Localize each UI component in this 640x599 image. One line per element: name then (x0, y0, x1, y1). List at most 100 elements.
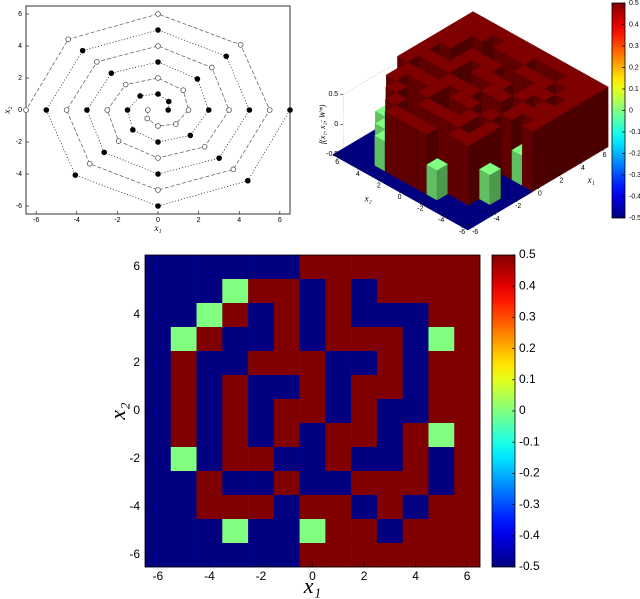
heatmap-cell (351, 519, 378, 544)
heatmap-cell (454, 471, 481, 496)
heatmap-cell (196, 471, 223, 496)
heatmap-cell (376, 303, 403, 328)
x-tick-label: 0 (309, 569, 316, 583)
data-point (226, 107, 232, 113)
surface-side (416, 128, 427, 195)
heatmap-cell (454, 375, 481, 400)
y-tick-label: 0 (18, 107, 22, 114)
heatmap-cell (145, 351, 172, 376)
heatmap-cell (299, 279, 326, 304)
heatmap-cell (170, 399, 197, 424)
data-point (155, 123, 161, 129)
surface-side (468, 139, 480, 206)
surface-top (439, 36, 462, 49)
heatmap-cell (170, 279, 197, 304)
heatmap-cell (454, 351, 481, 376)
heatmap-cell (170, 351, 197, 376)
colorbar-tick-label: -0.1 (629, 129, 640, 136)
heatmap-cell (376, 519, 403, 544)
heatmap-cell (145, 423, 172, 448)
heatmap-cell (454, 303, 481, 328)
surface-side (554, 112, 566, 180)
data-point (94, 59, 100, 65)
surface-top (397, 49, 419, 63)
surface-top (426, 158, 449, 171)
data-point (23, 107, 29, 113)
y-tick-label: 6 (18, 11, 22, 18)
heatmap-cell (170, 303, 197, 328)
data-point (155, 59, 161, 65)
heatmap-cell (248, 447, 275, 472)
surface-side (405, 122, 417, 190)
heatmap-cell (376, 255, 403, 280)
heatmap-cell (376, 447, 403, 472)
surface-side (458, 139, 469, 206)
heatmap-cell (222, 303, 249, 328)
y-tick-label: 6 (335, 159, 339, 166)
surface-side (511, 149, 523, 187)
surface-cell (426, 158, 449, 201)
heatmap-cell (428, 543, 455, 568)
y-tick (357, 165, 365, 171)
heatmap-cell (402, 399, 429, 424)
heatmap-cell (325, 423, 352, 448)
data-point (124, 107, 131, 113)
heatmap-cell (351, 471, 378, 496)
heatmap-cell (376, 327, 403, 352)
x-tick-label: 4 (237, 217, 241, 224)
heatmap-cell (325, 279, 352, 304)
heatmap-cell (145, 255, 172, 280)
heatmap-cell (351, 327, 378, 352)
heatmap-cell (170, 423, 197, 448)
heatmap-cell (376, 423, 403, 448)
data-point (86, 160, 93, 167)
heatmap-cell (454, 255, 481, 280)
heatmap-cell (428, 303, 455, 328)
heatmap-cell (454, 327, 481, 352)
heatmap-cell (454, 279, 481, 304)
heatmap-cell (299, 351, 326, 376)
heatmap-cell (299, 399, 326, 424)
x-tick (467, 223, 475, 228)
heatmap-cell (428, 423, 455, 448)
colorbar-tick-label: -0.4 (629, 193, 640, 200)
heatmap-cell (402, 327, 429, 352)
surface-cell (521, 119, 544, 192)
y-tick-label: -2 (129, 451, 140, 465)
x-tick-label: 0 (156, 217, 160, 224)
y-axis-label: x₂ (2, 106, 12, 114)
heatmap-cell (170, 375, 197, 400)
heatmap-cell (273, 255, 300, 280)
heatmap-cell (454, 399, 481, 424)
heatmap-cell (222, 423, 249, 448)
heatmap-cell (428, 399, 455, 424)
heatmap-cell (273, 519, 300, 544)
heatmap-cell (273, 495, 300, 520)
x-tick-label: 4 (412, 569, 419, 583)
heatmap-cell (299, 255, 326, 280)
y-tick-label: 6 (133, 259, 140, 273)
data-point (155, 187, 161, 193)
colorbar-tick-label: 0 (629, 107, 633, 114)
x-tick-label: 6 (278, 217, 282, 224)
data-point (101, 149, 107, 156)
data-point (287, 107, 293, 113)
heatmap-cell (222, 279, 249, 304)
y-tick-label: 4 (18, 43, 22, 50)
surface-side (501, 114, 512, 181)
heatmap-cell (273, 543, 300, 568)
y-tick-label: 4 (133, 307, 140, 321)
data-point (155, 43, 161, 49)
y-axis-label: x₂ (105, 402, 130, 421)
heatmap-cell (196, 279, 223, 304)
data-point (230, 166, 237, 173)
heatmap-cell (402, 255, 429, 280)
data-point (180, 87, 186, 93)
heatmap-cell (273, 471, 300, 496)
data-point (205, 107, 212, 113)
data-point (72, 172, 79, 178)
heatmap-cell (273, 423, 300, 448)
heatmap-cell (454, 447, 481, 472)
heatmap-cell (248, 303, 275, 328)
heatmap-cell (376, 543, 403, 568)
